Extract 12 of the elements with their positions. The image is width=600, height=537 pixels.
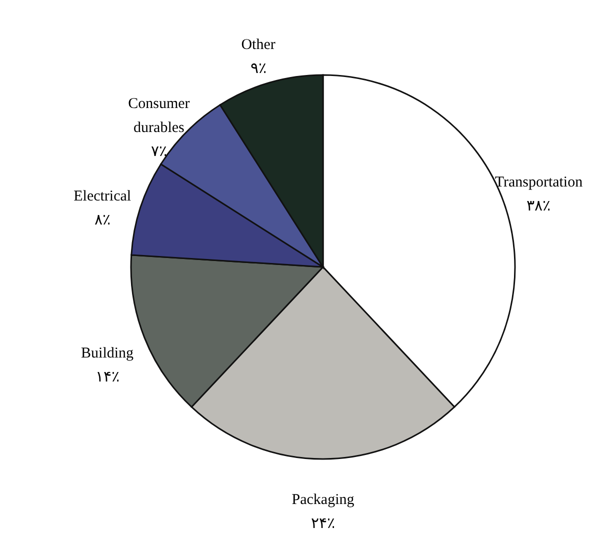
data-label: ۸٪ [94,212,110,228]
slice-label: Transportation [494,174,584,191]
slice-label: Packaging [292,492,355,508]
data-label: ۱۴٪ [95,369,120,386]
slice-label: Consumer durables [128,96,190,136]
data-label: ۹٪ [250,61,266,78]
data-label: ۷٪ [150,144,167,160]
data-label: ۲۴٪ [311,516,335,532]
data-label: ۳۸٪ [526,198,551,215]
slice-label: Other [241,37,276,54]
slice-label: Building [81,345,134,362]
slice-label: Electrical [74,188,132,204]
